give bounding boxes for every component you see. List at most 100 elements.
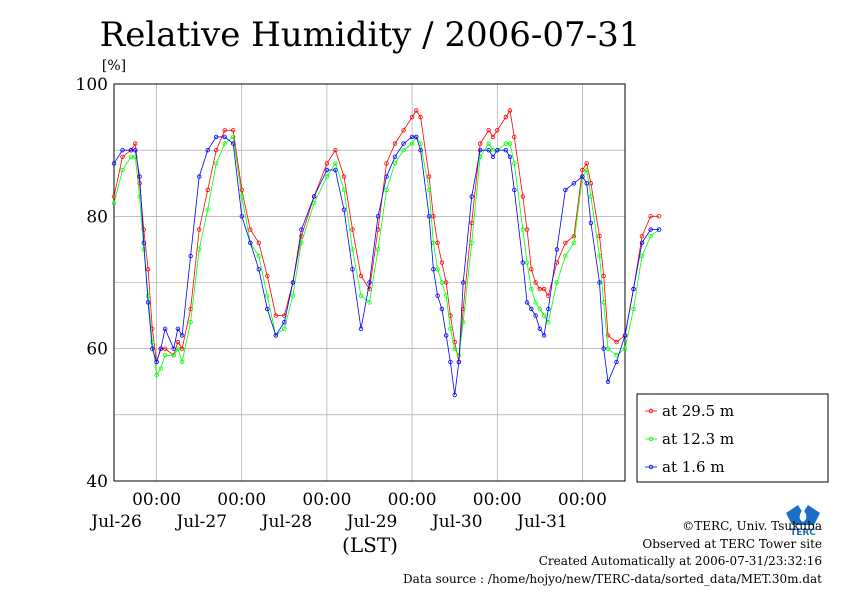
data-point [133, 141, 138, 146]
data-point [512, 134, 517, 140]
data-point [350, 267, 355, 272]
data-point [196, 174, 202, 179]
data-point [507, 108, 513, 113]
data-point [503, 114, 508, 120]
data-point [563, 253, 568, 259]
data-point [469, 240, 474, 245]
data-point [486, 147, 491, 153]
data-point [171, 353, 176, 358]
data-point [648, 214, 653, 219]
terc-logo: TERC [784, 503, 822, 537]
data-point [631, 306, 636, 312]
data-point [333, 161, 338, 166]
data-point [162, 326, 168, 331]
data-point [222, 134, 227, 140]
data-point [311, 200, 317, 206]
data-point [478, 141, 483, 146]
data-point [409, 134, 415, 140]
data-point [597, 253, 602, 259]
legend: at 29.5 m at 12.3 m at 1.6 m [636, 393, 829, 483]
data-point [622, 346, 628, 351]
data-point [273, 313, 278, 318]
data-point [150, 346, 155, 351]
data-point [367, 280, 372, 285]
data-point [605, 333, 611, 338]
data-point [524, 227, 530, 232]
data-point [554, 247, 560, 252]
data-point [418, 147, 423, 153]
x-tick-date-label: Jul-26 [89, 512, 142, 532]
x-tick-date-label: Jul-30 [430, 512, 483, 532]
data-point [507, 154, 513, 159]
data-point [588, 194, 594, 199]
data-point [358, 326, 364, 331]
data-point [597, 233, 602, 239]
data-point [188, 320, 193, 325]
legend-box [636, 393, 829, 483]
data-point [171, 346, 176, 351]
data-point [230, 141, 236, 146]
data-point [529, 267, 534, 272]
y-axis-unit-label: [%] [102, 58, 126, 74]
data-point [614, 359, 619, 365]
data-point [524, 260, 530, 265]
data-point [324, 167, 330, 173]
data-point [503, 141, 508, 146]
data-point [648, 227, 653, 232]
data-point [213, 147, 219, 153]
data-point [584, 161, 589, 166]
data-point [137, 174, 142, 179]
data-point [486, 128, 491, 133]
data-point [358, 293, 364, 298]
y-tick-label: 60 [86, 340, 108, 360]
data-point [384, 174, 389, 179]
data-point [145, 300, 151, 305]
data-point [580, 167, 585, 173]
data-point [529, 286, 534, 292]
series-line [113, 136, 660, 377]
data-point [188, 253, 193, 259]
y-tick-label: 80 [86, 207, 108, 227]
data-point [444, 333, 449, 338]
data-point [597, 280, 602, 285]
data-point [222, 128, 227, 133]
legend-label: at 1.6 m [662, 458, 725, 476]
data-point [401, 147, 406, 153]
data-point [439, 260, 445, 265]
y-tick-label: 40 [86, 472, 108, 492]
data-point [150, 339, 155, 345]
observed-text: Observed at TERC Tower site [642, 537, 822, 551]
data-point [448, 326, 453, 331]
data-point [239, 194, 244, 199]
data-point [541, 333, 547, 338]
data-point [529, 306, 534, 312]
x-tick-time-label: 00:00 [473, 490, 522, 510]
data-point [282, 320, 287, 325]
data-point [631, 286, 636, 292]
data-point [414, 108, 419, 113]
data-point [639, 253, 645, 259]
data-point [120, 147, 125, 153]
data-point [409, 141, 415, 146]
data-point [478, 147, 483, 153]
data-point [520, 227, 525, 232]
data-point [656, 227, 662, 232]
data-point [324, 174, 330, 179]
data-point [154, 372, 159, 378]
data-point [392, 141, 398, 146]
x-tick-date-label: Jul-29 [345, 512, 398, 532]
data-point [162, 346, 168, 351]
x-tick-time-label: 00:00 [132, 490, 181, 510]
data-point [512, 161, 517, 166]
data-point [444, 280, 449, 285]
data-point [239, 214, 244, 219]
data-point [461, 280, 466, 285]
data-point [431, 267, 436, 272]
data-point [533, 313, 538, 318]
data-point [605, 346, 611, 351]
data-point [490, 154, 496, 159]
data-point [375, 214, 381, 219]
data-point [128, 147, 134, 153]
data-point [435, 293, 440, 298]
